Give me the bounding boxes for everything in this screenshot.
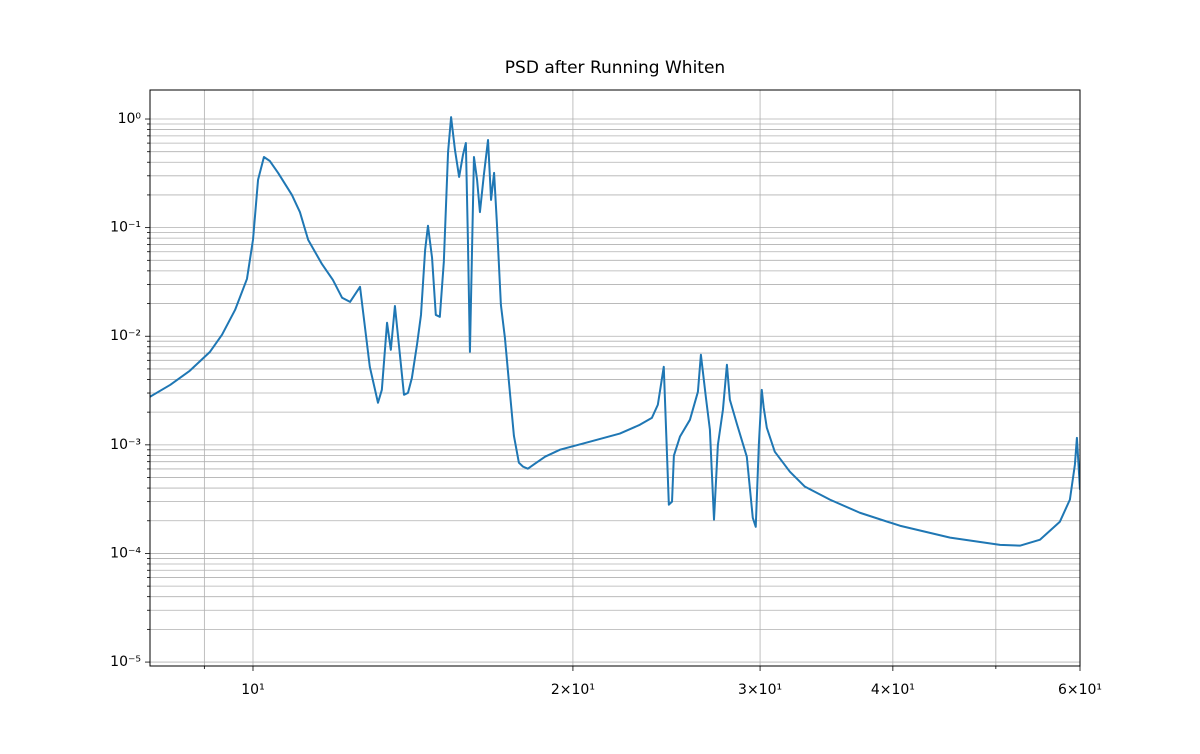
y-tick-label: 10⁻¹	[110, 220, 141, 236]
data-line	[150, 116, 1080, 547]
y-tick-label: 10⁻⁴	[110, 545, 141, 561]
x-tick-label: 2×10¹	[551, 682, 595, 698]
plot-area	[150, 116, 1080, 547]
x-tick-label: 4×10¹	[871, 682, 915, 698]
grid	[150, 90, 1081, 666]
x-tick-label: 10¹	[241, 682, 264, 698]
x-tick-label: 3×10¹	[738, 682, 782, 698]
y-tick-label: 10⁰	[118, 111, 142, 127]
x-tick-label: 6×10¹	[1058, 682, 1102, 698]
y-tick-label: 10⁻³	[110, 437, 141, 453]
y-tick-label: 10⁻⁵	[110, 654, 141, 670]
chart-title: PSD after Running Whiten	[505, 58, 725, 78]
axes-frame	[149, 89, 1081, 667]
ticks: 10¹ 2×10¹ 3×10¹ 4×10¹ 6×10¹ 10⁻⁵ 10⁻⁴ 10⁻³ 10⁻² 1…	[110, 111, 1102, 698]
y-tick-label: 10⁻²	[110, 328, 141, 344]
